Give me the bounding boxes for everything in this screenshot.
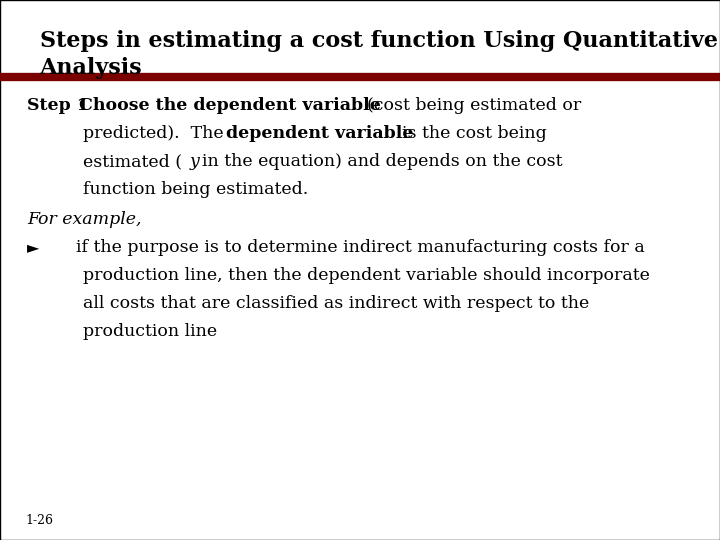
Text: Analysis: Analysis bbox=[40, 57, 143, 79]
Text: if the purpose is to determine indirect manufacturing costs for a: if the purpose is to determine indirect … bbox=[76, 239, 644, 256]
Text: function being estimated.: function being estimated. bbox=[83, 181, 308, 198]
Text: is the cost being: is the cost being bbox=[402, 125, 546, 142]
Text: predicted).  The: predicted). The bbox=[83, 125, 223, 142]
Text: in the equation) and depends on the cost: in the equation) and depends on the cost bbox=[202, 153, 562, 170]
Text: Steps in estimating a cost function Using Quantitative: Steps in estimating a cost function Usin… bbox=[40, 30, 718, 52]
Text: Step 1: Step 1 bbox=[27, 97, 89, 114]
Text: 1-26: 1-26 bbox=[25, 514, 53, 526]
Text: y: y bbox=[190, 153, 200, 170]
Text: all costs that are classified as indirect with respect to the: all costs that are classified as indirec… bbox=[83, 295, 589, 312]
Text: For example,: For example, bbox=[27, 211, 142, 228]
Text: Choose the dependent variable: Choose the dependent variable bbox=[79, 97, 381, 114]
Text: dependent variable: dependent variable bbox=[226, 125, 413, 142]
Text: production line, then the dependent variable should incorporate: production line, then the dependent vari… bbox=[83, 267, 649, 284]
Text: estimated (: estimated ( bbox=[83, 153, 181, 170]
Text: (cost being estimated or: (cost being estimated or bbox=[367, 97, 582, 114]
Text: production line: production line bbox=[83, 323, 217, 340]
Text: ►: ► bbox=[27, 239, 40, 256]
